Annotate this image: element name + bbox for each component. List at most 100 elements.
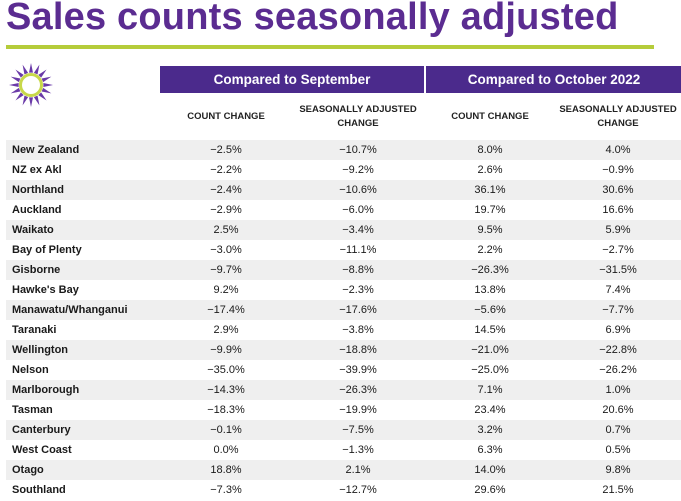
count-change-sept: −18.3% (207, 404, 245, 416)
sa-change-oct: 9.8% (605, 464, 631, 476)
group-header-october-2022: Compared to October 2022 (426, 66, 681, 93)
count-change-oct: 14.5% (474, 324, 506, 336)
count-change-sept: 9.2% (213, 284, 239, 296)
region-name: Taranaki (12, 324, 57, 336)
sa-change-oct: 0.7% (605, 424, 631, 436)
sa-change-oct: −22.8% (599, 344, 637, 356)
count-change-sept: 0.0% (213, 444, 239, 456)
count-change-oct: 2.6% (477, 164, 503, 176)
region-name: Bay of Plenty (12, 244, 82, 256)
count-change-oct: 19.7% (474, 204, 506, 216)
sun-ray (33, 64, 40, 75)
column-header-count-change-sept: COUNT CHANGE (160, 96, 292, 138)
sa-change-sept: −3.8% (342, 324, 374, 336)
group-header-september: Compared to September (160, 66, 424, 93)
sun-ray (33, 95, 40, 106)
region-name: Gisborne (12, 264, 61, 276)
region-name: Waikato (12, 224, 54, 236)
region-name: Marlborough (12, 384, 80, 396)
table-row: Hawke's Bay 9.2% −2.3% 13.8% 7.4% (6, 280, 681, 300)
region-name: Northland (12, 184, 64, 196)
table-row: Auckland −2.9% −6.0% 19.7% 16.6% (6, 200, 681, 220)
table-row: Gisborne −9.7% −8.8% −26.3% −31.5% (6, 260, 681, 280)
sa-change-oct: −2.7% (602, 244, 634, 256)
column-header-sa-change-oct: SEASONALLY ADJUSTED CHANGE (554, 96, 681, 138)
count-change-oct: −26.3% (471, 264, 509, 276)
region-name: NZ ex Akl (12, 164, 62, 176)
sun-ray (22, 64, 29, 75)
table-row: Tasman −18.3% −19.9% 23.4% 20.6% (6, 400, 681, 420)
table-row: Northland −2.4% −10.6% 36.1% 30.6% (6, 180, 681, 200)
region-name: Wellington (12, 344, 69, 356)
sun-ray (15, 92, 24, 101)
table-row: Otago 18.8% 2.1% 14.0% 9.8% (6, 460, 681, 480)
sales-table: New Zealand −2.5% −10.7% 8.0% 4.0% NZ ex Akl −… (6, 140, 681, 500)
column-header-sa-change-sept: SEASONALLY ADJUSTED CHANGE (292, 96, 424, 138)
count-change-oct: 13.8% (474, 284, 506, 296)
count-change-sept: −2.2% (210, 164, 242, 176)
count-change-oct: 29.6% (474, 484, 506, 496)
sa-change-oct: 30.6% (602, 184, 634, 196)
count-change-sept: −17.4% (207, 304, 245, 316)
sa-change-oct: 5.9% (605, 224, 631, 236)
sa-change-oct: 21.5% (602, 484, 634, 496)
sun-ray (38, 92, 47, 101)
sun-ray (29, 97, 33, 107)
sun-ray (10, 87, 21, 94)
sun-ray (38, 69, 47, 78)
sun-ray (10, 76, 21, 83)
count-change-oct: 3.2% (477, 424, 503, 436)
region-name: New Zealand (12, 144, 80, 156)
sa-change-sept: −7.5% (342, 424, 374, 436)
sa-change-oct: −7.7% (602, 304, 634, 316)
sa-change-sept: −19.9% (339, 404, 377, 416)
sa-change-sept: −12.7% (339, 484, 377, 496)
sa-change-sept: −10.6% (339, 184, 377, 196)
sun-ray (29, 63, 33, 73)
sa-change-sept: −11.1% (339, 244, 377, 256)
sa-change-oct: 4.0% (605, 144, 631, 156)
sa-change-sept: −1.3% (342, 444, 374, 456)
sun-ray (9, 83, 19, 87)
region-name: Hawke's Bay (12, 284, 79, 296)
count-change-sept: −2.5% (210, 144, 242, 156)
sa-change-sept: −2.3% (342, 284, 374, 296)
count-change-sept: −0.1% (210, 424, 242, 436)
sa-change-sept: 2.1% (345, 464, 371, 476)
count-change-sept: 18.8% (210, 464, 242, 476)
sa-change-oct: −0.9% (602, 164, 634, 176)
region-name: Tasman (12, 404, 53, 416)
sa-change-oct: 0.5% (605, 444, 631, 456)
count-change-sept: −3.0% (210, 244, 242, 256)
count-change-oct: 36.1% (474, 184, 506, 196)
table-row: West Coast 0.0% −1.3% 6.3% 0.5% (6, 440, 681, 460)
count-change-sept: −2.9% (210, 204, 242, 216)
count-change-oct: 14.0% (474, 464, 506, 476)
count-change-oct: −25.0% (471, 364, 509, 376)
sa-change-sept: −17.6% (339, 304, 377, 316)
sa-change-oct: 16.6% (602, 204, 634, 216)
table-row: Canterbury −0.1% −7.5% 3.2% 0.7% (6, 420, 681, 440)
sun-ray (41, 76, 52, 83)
count-change-oct: 2.2% (477, 244, 503, 256)
table-row: Southland −7.3% −12.7% 29.6% 21.5% (6, 480, 681, 500)
sa-change-sept: −39.9% (339, 364, 377, 376)
count-change-oct: −21.0% (471, 344, 509, 356)
column-header-count-change-oct: COUNT CHANGE (426, 96, 554, 138)
count-change-oct: 8.0% (477, 144, 503, 156)
region-name: West Coast (12, 444, 72, 456)
table-row: Waikato 2.5% −3.4% 9.5% 5.9% (6, 220, 681, 240)
sa-change-oct: −26.2% (599, 364, 637, 376)
region-name: Auckland (12, 204, 62, 216)
count-change-oct: −5.6% (474, 304, 506, 316)
count-change-sept: −14.3% (207, 384, 245, 396)
sa-change-sept: −8.8% (342, 264, 374, 276)
table-row: Marlborough −14.3% −26.3% 7.1% 1.0% (6, 380, 681, 400)
sa-change-sept: −6.0% (342, 204, 374, 216)
sun-ray (41, 87, 52, 94)
sun-ray (43, 83, 53, 87)
sa-change-sept: −10.7% (339, 144, 377, 156)
table-row: Manawatu/Whanganui −17.4% −17.6% −5.6% −7.7% (6, 300, 681, 320)
count-change-oct: 6.3% (477, 444, 503, 456)
table-row: NZ ex Akl −2.2% −9.2% 2.6% −0.9% (6, 160, 681, 180)
